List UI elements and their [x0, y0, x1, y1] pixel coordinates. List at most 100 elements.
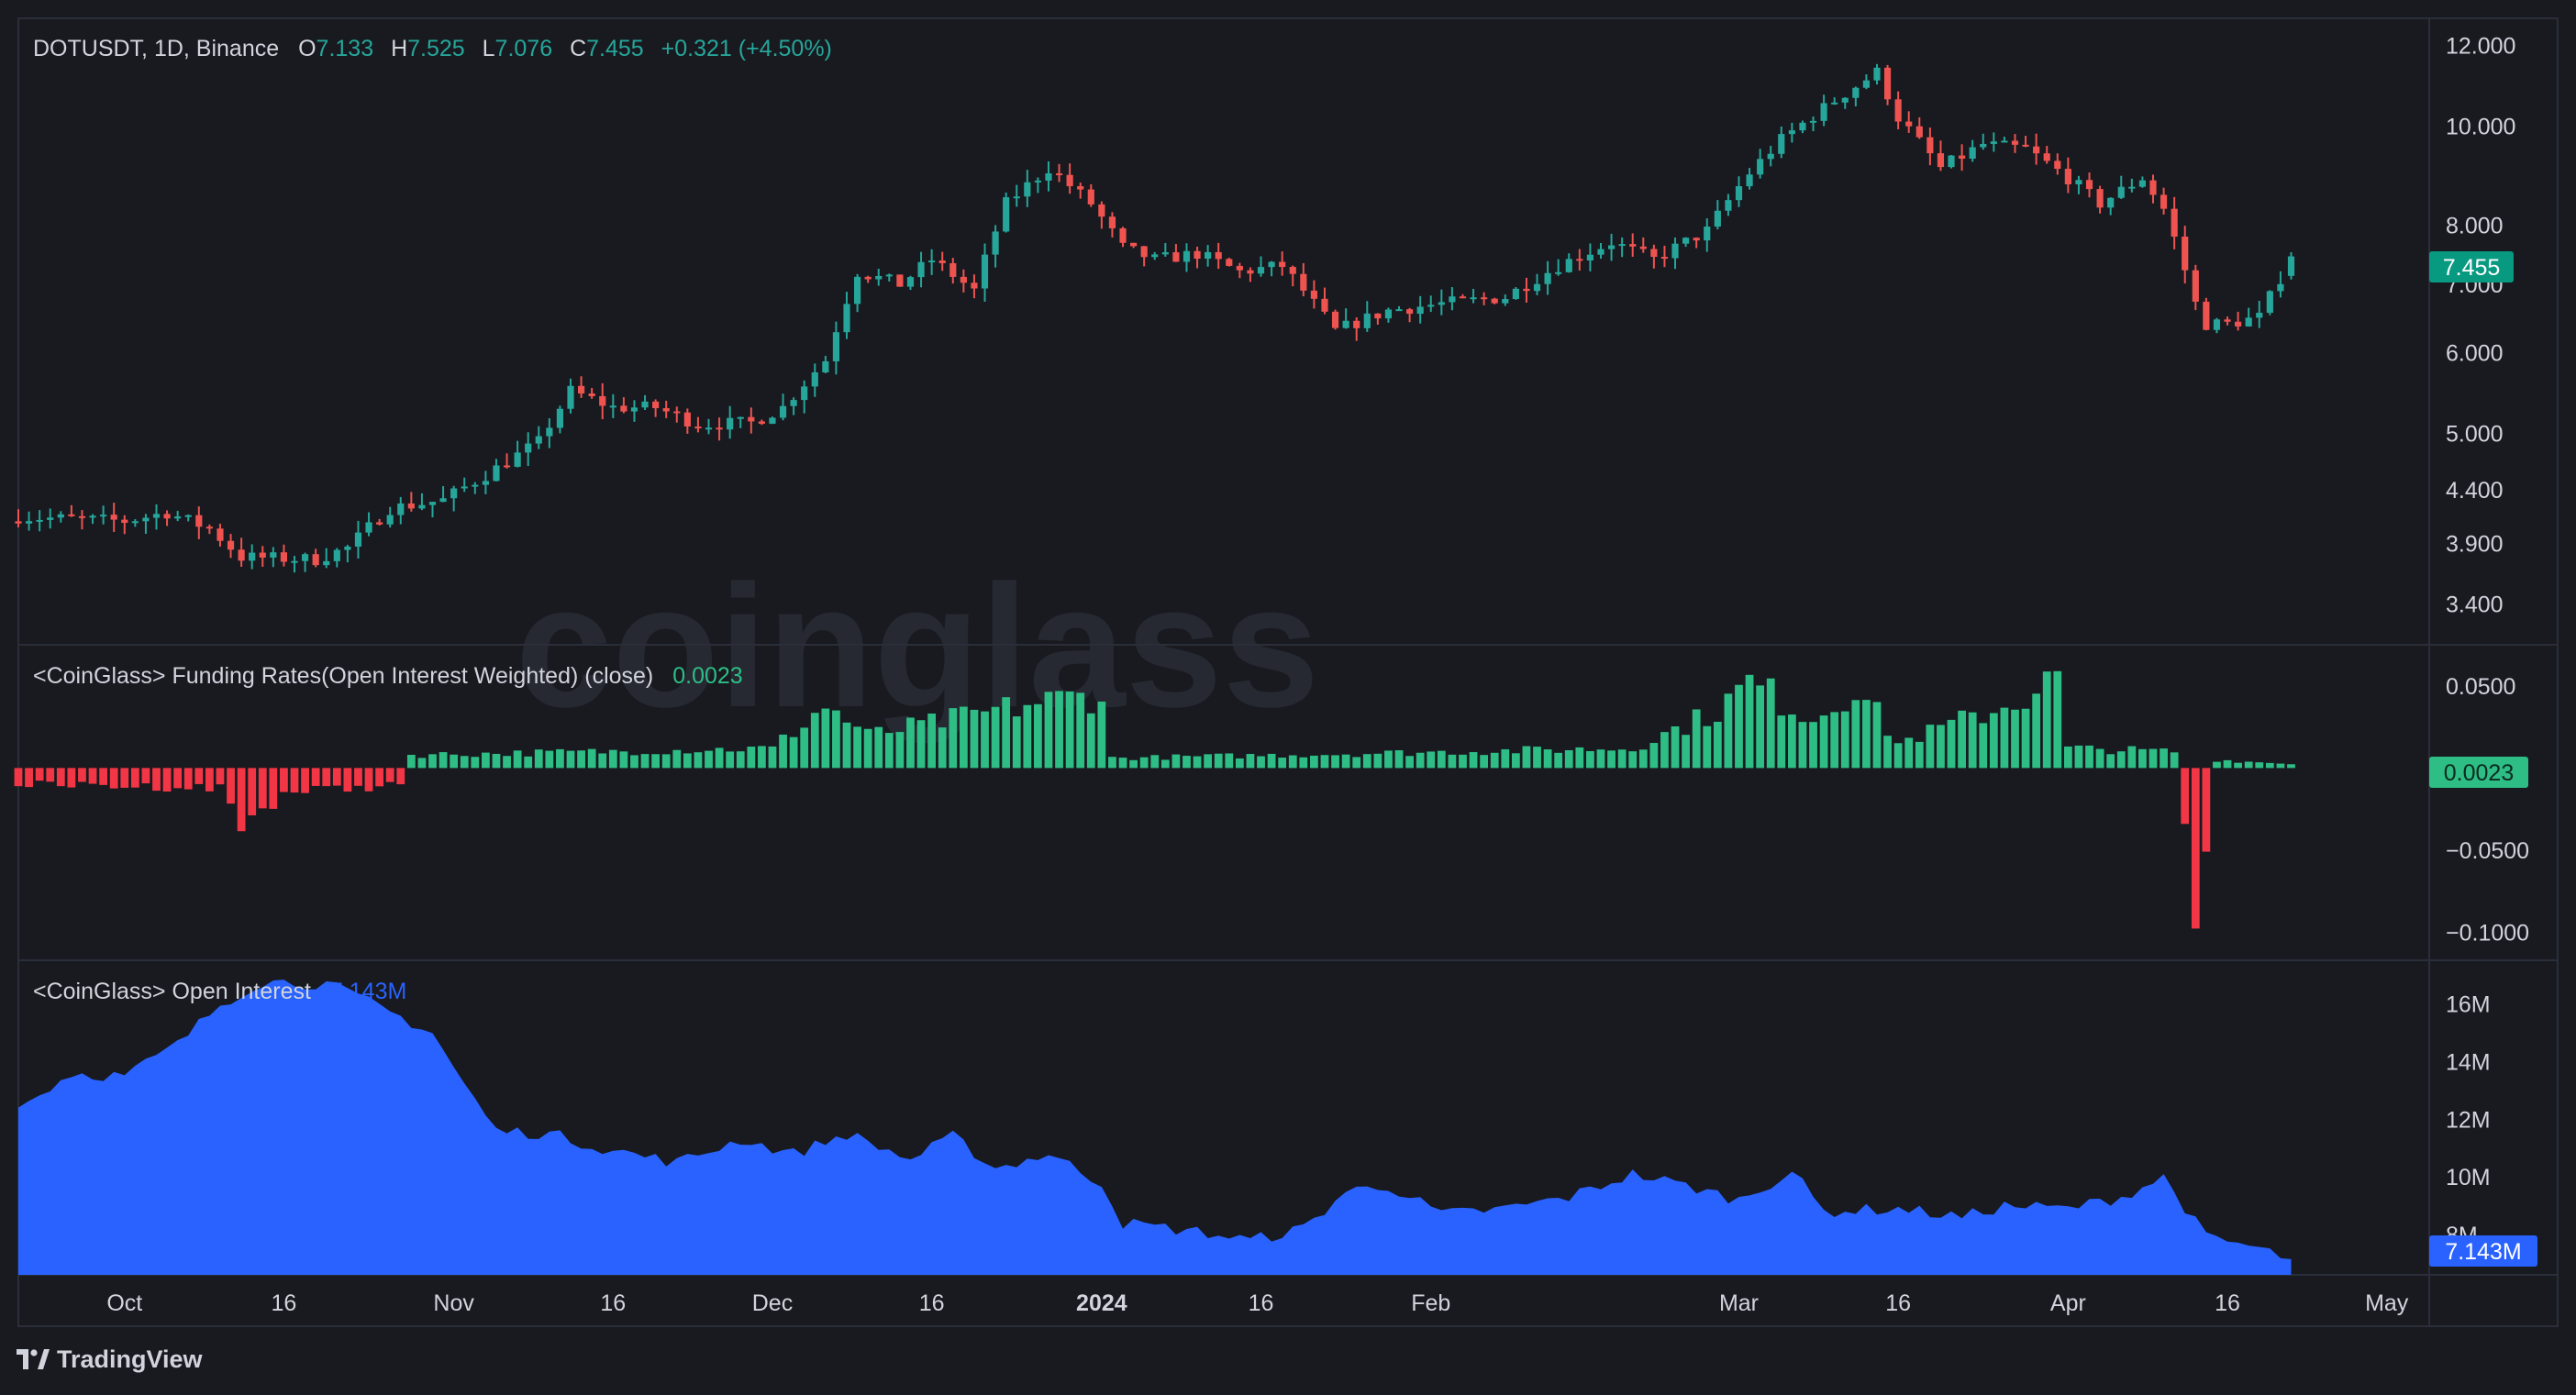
candle[interactable]	[1990, 132, 1997, 152]
candle[interactable]	[1894, 91, 1902, 129]
funding-bar[interactable]	[747, 747, 756, 769]
candle[interactable]	[1119, 227, 1127, 248]
candle[interactable]	[588, 387, 595, 399]
candle[interactable]	[1449, 287, 1456, 311]
candle[interactable]	[981, 243, 989, 303]
funding-bar[interactable]	[1086, 713, 1095, 769]
candle[interactable]	[2213, 317, 2221, 334]
funding-bar[interactable]	[503, 756, 511, 769]
candle[interactable]	[1969, 139, 1976, 162]
candle[interactable]	[1948, 155, 1955, 169]
candle[interactable]	[386, 506, 394, 528]
funding-bar[interactable]	[1724, 693, 1733, 769]
candle[interactable]	[1363, 301, 1371, 332]
funding-bar[interactable]	[800, 727, 809, 769]
funding-bar[interactable]	[2160, 748, 2168, 769]
candle[interactable]	[1003, 192, 1010, 233]
funding-bar[interactable]	[598, 753, 607, 769]
candle[interactable]	[450, 485, 458, 512]
funding-bar[interactable]	[2042, 671, 2051, 769]
funding-bar[interactable]	[2032, 693, 2041, 769]
funding-bar[interactable]	[661, 754, 671, 769]
candle[interactable]	[152, 504, 161, 530]
funding-bar[interactable]	[736, 751, 745, 769]
candle[interactable]	[546, 418, 553, 448]
candle[interactable]	[1289, 265, 1296, 287]
candle[interactable]	[1831, 97, 1838, 105]
candle[interactable]	[15, 509, 22, 528]
funding-bar[interactable]	[1777, 715, 1786, 769]
funding-bar[interactable]	[2213, 761, 2221, 769]
candle[interactable]	[609, 393, 616, 418]
funding-bar[interactable]	[2011, 709, 2019, 769]
funding-bar[interactable]	[916, 720, 926, 769]
candle[interactable]	[716, 417, 723, 441]
funding-bar[interactable]	[1575, 747, 1584, 769]
candle[interactable]	[2245, 307, 2252, 327]
funding-bar[interactable]	[2202, 768, 2211, 852]
candle[interactable]	[1597, 243, 1604, 260]
funding-bar[interactable]	[152, 768, 161, 792]
candle[interactable]	[110, 503, 117, 532]
candle[interactable]	[1172, 244, 1180, 262]
funding-bar[interactable]	[120, 768, 129, 788]
candle[interactable]	[1257, 256, 1265, 277]
candle[interactable]	[1586, 243, 1593, 271]
candle[interactable]	[1481, 292, 1488, 305]
candle[interactable]	[428, 502, 437, 518]
funding-bar[interactable]	[1320, 755, 1329, 769]
funding-bar[interactable]	[385, 768, 394, 782]
candle[interactable]	[1087, 183, 1094, 207]
funding-bar[interactable]	[1267, 753, 1276, 769]
time-axis[interactable]: Oct 16 Nov 16 Dec 16 2024 16 Feb Mar 16 Apr 16 May	[106, 1290, 2408, 1316]
candle[interactable]	[673, 406, 681, 423]
candle[interactable]	[2266, 290, 2273, 316]
funding-bar[interactable]	[2074, 745, 2083, 769]
candle[interactable]	[1502, 294, 1509, 306]
funding-bar[interactable]	[237, 768, 246, 832]
candle[interactable]	[333, 548, 340, 568]
funding-bar[interactable]	[1394, 750, 1404, 769]
candle[interactable]	[1757, 149, 1764, 179]
funding-bar[interactable]	[1480, 755, 1489, 769]
funding-bar[interactable]	[354, 768, 362, 786]
candle[interactable]	[1512, 287, 1519, 300]
funding-bar[interactable]	[2085, 745, 2093, 769]
open-interest-area[interactable]	[18, 980, 2292, 1275]
funding-bar[interactable]	[1150, 755, 1160, 769]
funding-bar[interactable]	[1756, 685, 1765, 769]
funding-bar[interactable]	[1214, 753, 1223, 769]
candle[interactable]	[418, 493, 426, 511]
funding-bar[interactable]	[821, 708, 830, 769]
candle[interactable]	[57, 511, 64, 523]
candle[interactable]	[864, 275, 872, 283]
candle[interactable]	[1820, 94, 1827, 127]
candle[interactable]	[556, 405, 564, 434]
open-interest-pane[interactable]	[18, 980, 2292, 1275]
candle[interactable]	[2224, 316, 2231, 326]
candle[interactable]	[1565, 253, 1572, 273]
candle[interactable]	[1406, 307, 1414, 323]
funding-bar[interactable]	[1682, 735, 1690, 769]
candle[interactable]	[1183, 243, 1191, 272]
candle[interactable]	[1108, 212, 1116, 238]
funding-bar[interactable]	[1564, 749, 1573, 769]
candle[interactable]	[1034, 177, 1041, 194]
candle[interactable]	[36, 510, 43, 532]
funding-bar[interactable]	[927, 714, 937, 769]
candle[interactable]	[439, 486, 447, 503]
funding-bar[interactable]	[2276, 763, 2285, 769]
funding-bar[interactable]	[1055, 691, 1063, 769]
candle[interactable]	[620, 397, 627, 414]
candle[interactable]	[1639, 237, 1647, 253]
funding-bar[interactable]	[1384, 750, 1393, 769]
candle[interactable]	[769, 416, 776, 425]
candle[interactable]	[1395, 305, 1403, 312]
candle[interactable]	[1937, 140, 1945, 172]
candle[interactable]	[1576, 249, 1583, 271]
funding-bar[interactable]	[248, 768, 257, 816]
funding-bar[interactable]	[1937, 725, 1945, 769]
funding-bar[interactable]	[1617, 749, 1627, 769]
funding-bar[interactable]	[2127, 746, 2137, 769]
